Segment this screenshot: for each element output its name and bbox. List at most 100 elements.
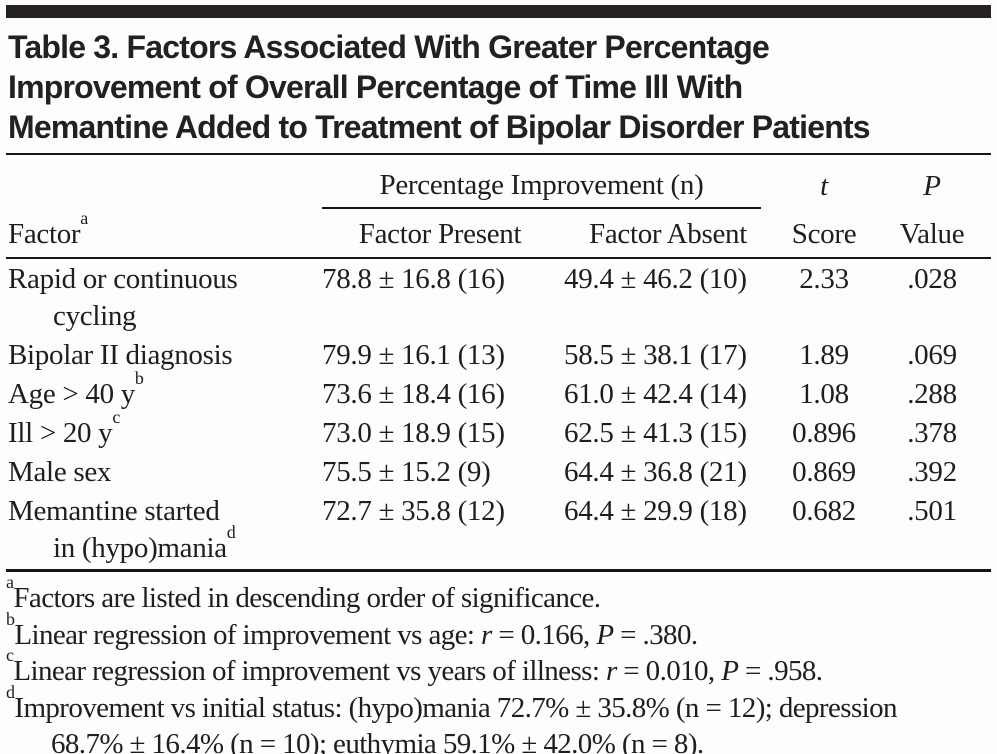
factor-present-value: 78.8 ± 16.8 (16) <box>322 263 505 295</box>
factor-label: Memantine started <box>8 493 319 530</box>
factor-label-continuation: in (hypo)maniad <box>8 523 319 567</box>
footnote-marker: c <box>112 407 121 428</box>
footnote-marker: a <box>6 572 14 593</box>
factor-text: Age > 40 y <box>8 378 135 410</box>
factor-cell: Memantine started in (hypo)maniad <box>6 491 319 567</box>
factor-header-label: Factor <box>8 218 81 250</box>
factor-absent-value: 64.4 ± 29.9 (18) <box>564 495 747 527</box>
t-score-value: 1.08 <box>799 378 849 410</box>
r-coefficient: r <box>481 618 492 651</box>
p-symbol: P <box>721 655 739 687</box>
factor-absent-value: 61.0 ± 42.4 (14) <box>564 378 747 410</box>
factor-header-footnote-marker: a <box>80 208 88 229</box>
footnote-a: aFactors are listed in descending order … <box>6 573 991 617</box>
factor-present-value: 79.9 ± 16.1 (13) <box>322 339 505 371</box>
p-symbol: P <box>923 170 941 202</box>
factor-cell: Age > 40 yb <box>6 369 319 413</box>
factor-absent-value: 49.4 ± 46.2 (10) <box>564 263 747 295</box>
factor-label: Bipolar II diagnosis <box>8 337 319 374</box>
footnote-marker: c <box>6 645 14 666</box>
p-value: .028 <box>907 263 957 295</box>
factor-text: Bipolar II diagnosis <box>8 339 233 371</box>
factor-text: Memantine started <box>8 495 220 527</box>
footnote-text: Factors are listed in descending order o… <box>13 582 601 614</box>
factor-absent-value: 62.5 ± 41.3 (15) <box>564 417 747 449</box>
factor-cell: Ill > 20 yc <box>6 408 319 452</box>
factor-present-value: 73.6 ± 18.4 (16) <box>322 378 505 410</box>
t-score-value: 0.869 <box>792 456 856 488</box>
factor-label: Male sex <box>8 454 319 491</box>
top-black-bar <box>6 5 991 18</box>
footnote-text: = .958. <box>738 655 823 687</box>
factor-cell: Bipolar II diagnosis <box>6 335 319 374</box>
p-header-top-cell: P <box>873 155 991 209</box>
factor-absent-value: 58.5 ± 38.1 (17) <box>564 339 747 371</box>
footnote-text: = 0.166, <box>491 618 597 651</box>
factor-text: Male sex <box>8 456 112 488</box>
p-symbol: P <box>596 618 614 651</box>
t-score-column-header: Score <box>775 209 874 259</box>
factor-column-header: Factora <box>6 208 319 259</box>
p-value-column-header: Value <box>873 209 991 259</box>
factor-present-value: 75.5 ± 15.2 (9) <box>322 456 491 488</box>
footnote-d: dImprovement vs initial status: (hypo)ma… <box>6 683 991 754</box>
table-row: Bipolar II diagnosis 79.9 ± 16.1 (13) 58… <box>6 335 991 374</box>
t-header-top-cell: t <box>775 155 873 209</box>
footnote-c: cLinear regression of improvement vs yea… <box>6 646 991 690</box>
footnote-text: = .380. <box>613 618 698 651</box>
factor-present-column-header: Factor Present <box>319 209 561 259</box>
footnote-text: = 0.010, <box>616 655 722 687</box>
factor-label: Ill > 20 yc <box>8 408 319 452</box>
factor-text: in (hypo)mania <box>53 532 227 564</box>
table-title: Table 3. Factors Associated With Greater… <box>8 27 991 147</box>
span-header-cell: Percentage Improvement (n) <box>319 155 775 209</box>
factor-cell: Male sex <box>6 452 319 491</box>
header-spacer-cell <box>6 155 319 209</box>
t-score-value: 1.89 <box>799 339 849 371</box>
factor-present-value: 73.0 ± 18.9 (15) <box>322 417 505 449</box>
factor-text: Rapid or continuous <box>8 263 238 295</box>
t-score-value: 0.682 <box>792 495 856 527</box>
factor-text: cycling <box>53 300 137 332</box>
factor-text: Ill > 20 y <box>8 417 113 449</box>
footnote-b: bLinear regression of improvement vs age… <box>6 610 991 654</box>
p-value: .069 <box>907 339 957 371</box>
footnote-text: Linear regression of improvement vs year… <box>13 655 606 687</box>
table-bottom-rule <box>6 569 991 572</box>
factor-label: Age > 40 yb <box>8 369 319 413</box>
header-row-columns: Factora Factor Present Factor Absent Sco… <box>6 208 991 259</box>
r-coefficient: r <box>605 655 617 687</box>
header-row-group: Percentage Improvement (n) t P <box>6 155 991 209</box>
footnote-marker: d <box>226 522 236 543</box>
factor-label-continuation: cycling <box>8 298 319 335</box>
stats-table: Percentage Improvement (n) t P Factora F… <box>6 155 991 567</box>
table-title-line-3: Memantine Added to Treatment of Bipolar … <box>8 109 871 145</box>
table-title-line-1: Table 3. Factors Associated With Greater… <box>8 29 770 65</box>
table-row: Rapid or continuous cycling 78.8 ± 16.8 … <box>6 258 991 335</box>
p-value: .378 <box>907 417 957 449</box>
factor-cell: Rapid or continuous cycling <box>6 258 319 335</box>
t-score-value: 2.33 <box>799 263 849 295</box>
table-row: Age > 40 yb 73.6 ± 18.4 (16) 61.0 ± 42.4… <box>6 369 991 413</box>
t-score-value: 0.896 <box>792 417 856 449</box>
footnotes-section: aFactors are listed in descending order … <box>6 573 991 754</box>
factor-absent-value: 64.4 ± 36.8 (21) <box>564 456 747 488</box>
factor-present-value: 72.7 ± 35.8 (12) <box>322 495 505 527</box>
footnote-text: Linear regression of improvement vs age: <box>14 618 482 651</box>
factor-label: Rapid or continuous <box>8 261 319 298</box>
p-value: .392 <box>907 456 957 488</box>
span-header-label: Percentage Improvement (n) <box>322 167 762 209</box>
title-rule <box>6 153 991 155</box>
factor-absent-column-header: Factor Absent <box>561 209 776 259</box>
p-value: .501 <box>907 495 957 527</box>
footnote-marker: b <box>6 608 15 629</box>
table-row: Memantine started in (hypo)maniad 72.7 ±… <box>6 491 991 567</box>
table-title-line-2: Improvement of Overall Percentage of Tim… <box>8 69 743 105</box>
table-row: Male sex 75.5 ± 15.2 (9) 64.4 ± 36.8 (21… <box>6 452 991 491</box>
footnote-marker: d <box>6 681 15 702</box>
table-row: Ill > 20 yc 73.0 ± 18.9 (15) 62.5 ± 41.3… <box>6 408 991 452</box>
p-value: .288 <box>907 378 957 410</box>
footnote-text: Improvement vs initial status: (hypo)man… <box>14 691 897 754</box>
footnote-marker: b <box>134 368 144 389</box>
